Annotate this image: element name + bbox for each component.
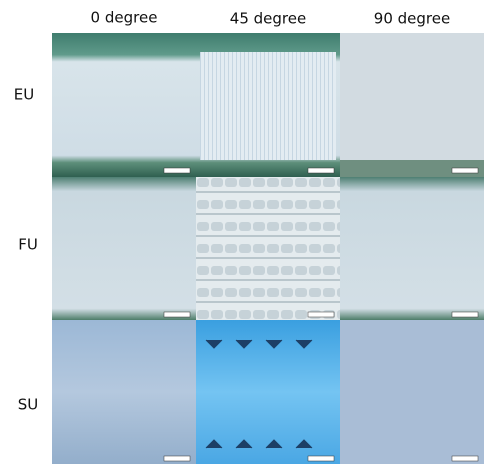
micrograph: [52, 33, 196, 177]
scale-bar: [452, 456, 478, 461]
micrograph: [340, 33, 484, 177]
column-header: 0 degree: [91, 9, 158, 27]
micrograph: [196, 177, 340, 320]
row-label: EU: [14, 86, 34, 104]
micrograph-texture: [200, 52, 336, 160]
scale-bar: [452, 312, 478, 317]
figure: 0 degree 45 degree 90 degree EU FU SU: [0, 0, 484, 467]
row-labels: EU FU SU: [14, 86, 38, 414]
micrograph: [340, 177, 484, 320]
scale-bar: [308, 456, 334, 461]
scale-bar: [164, 168, 190, 173]
column-header: 90 degree: [374, 10, 450, 28]
row-label: FU: [18, 236, 38, 254]
column-headers: 0 degree 45 degree 90 degree: [91, 9, 451, 28]
micrograph: [52, 320, 196, 464]
scale-bar: [452, 168, 478, 173]
scale-bar: [164, 312, 190, 317]
micrograph: [52, 177, 196, 320]
scale-bar: [164, 456, 190, 461]
scale-bar: [308, 168, 334, 173]
scale-bar: [308, 312, 334, 317]
column-header: 45 degree: [230, 10, 306, 28]
micrograph: [340, 320, 484, 464]
micrograph-grid: [52, 33, 484, 464]
row-label: SU: [18, 396, 39, 414]
